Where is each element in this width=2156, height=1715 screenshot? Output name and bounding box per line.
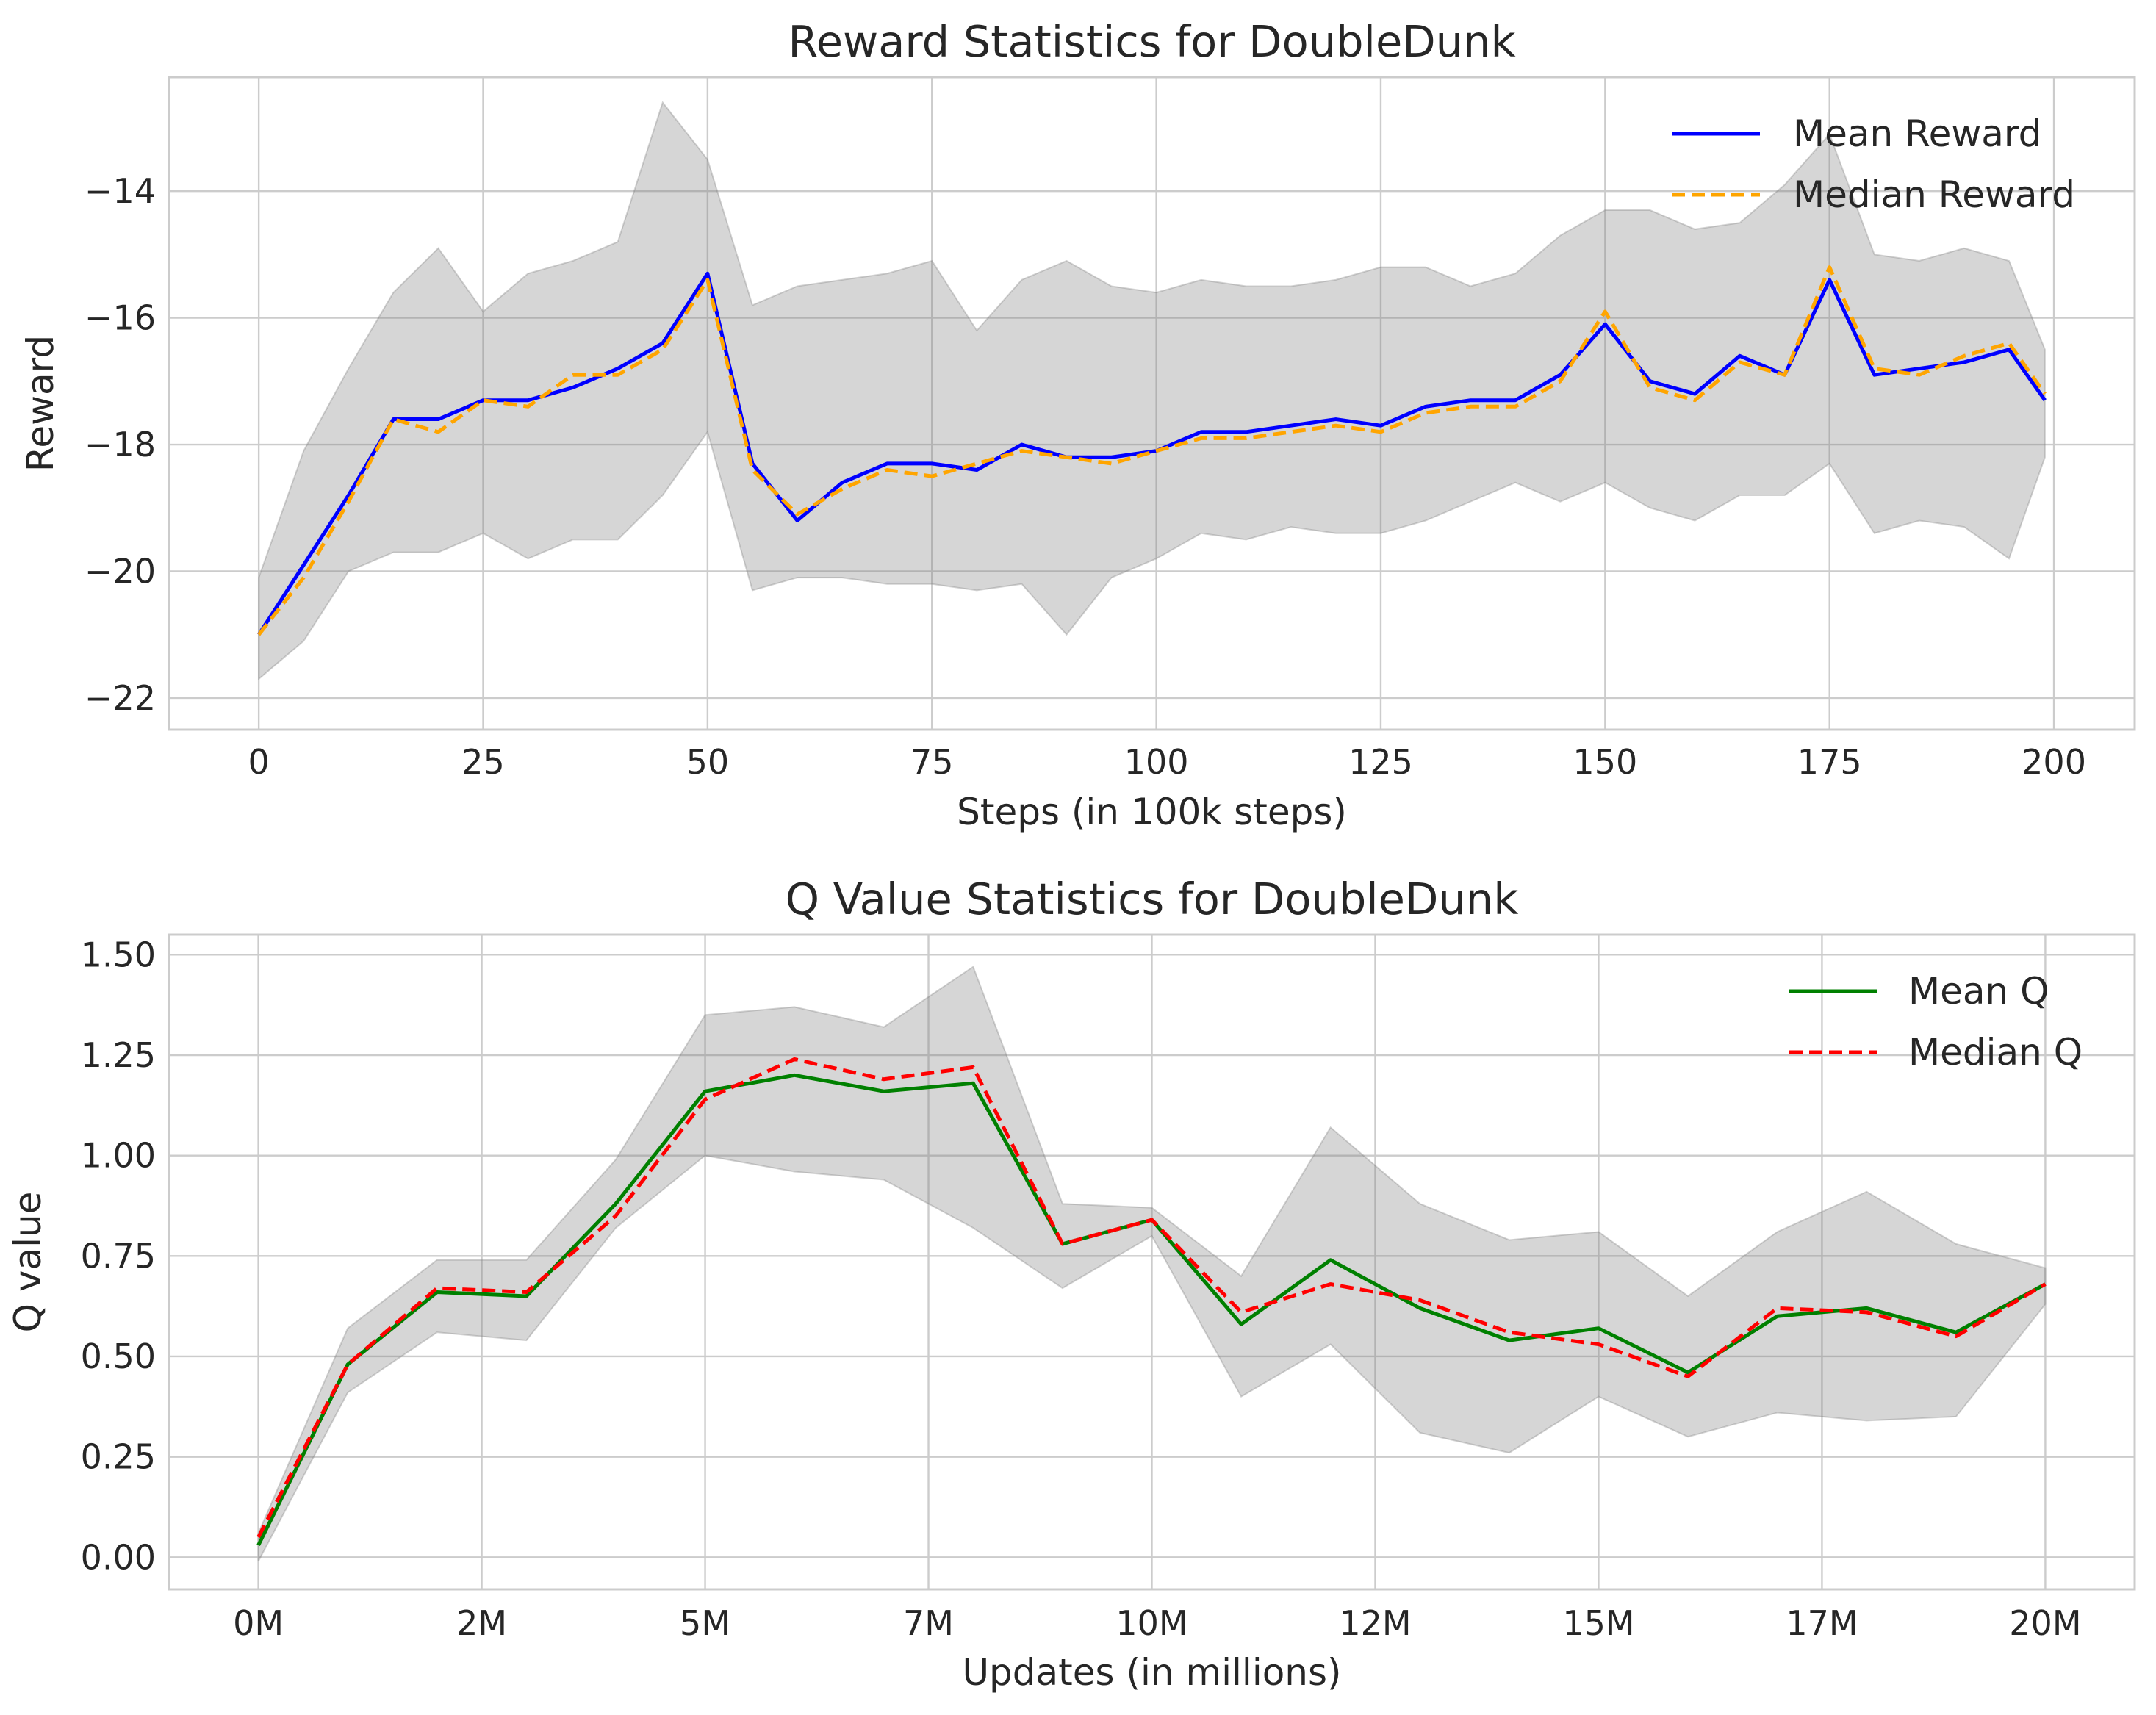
x-axis-label: Updates (in millions) (962, 1651, 1341, 1694)
y-tick-label: 0.50 (81, 1337, 156, 1376)
y-tick-label: −14 (85, 171, 156, 211)
median-reward-line (257, 265, 2047, 636)
x-tick-label: 150 (1573, 742, 1637, 782)
x-tick-label: 20M (2009, 1603, 2081, 1643)
plot-frame (168, 76, 2136, 731)
min-max-band (257, 966, 2047, 1562)
chart-title: Reward Statistics for DoubleDunk (788, 16, 1515, 67)
x-tick-label: 175 (1797, 742, 1862, 782)
legend-label: Median Reward (1793, 173, 2075, 216)
reward-chart: 0 25 50 75 100 125 150 175 200 −22 −20 −18 −16 −14 Rew… (19, 16, 2136, 833)
legend-label: Mean Reward (1793, 112, 2041, 155)
y-tick-label: −20 (85, 551, 156, 591)
x-axis-label: Steps (in 100k steps) (957, 791, 1347, 833)
x-tick-label: 0M (233, 1603, 284, 1643)
y-tick-label: 1.50 (81, 935, 156, 974)
x-tick-label: 25 (461, 742, 505, 782)
y-tick-label: −16 (85, 298, 156, 338)
x-tick-label: 2M (456, 1603, 507, 1643)
x-tick-label: 200 (2022, 742, 2086, 782)
y-tick-label: 0.25 (81, 1437, 156, 1477)
q-value-chart: 0M 2M 5M 7M 10M 12M 15M 17M 20M 0.00 0.25 0.50 0.75 1… (7, 874, 2136, 1694)
x-tick-label: 5M (680, 1603, 730, 1643)
x-tick-label: 15M (1562, 1603, 1634, 1643)
x-tick-label: 10M (1115, 1603, 1187, 1643)
plot-frame (168, 933, 2136, 1591)
y-tick-label: 1.00 (81, 1136, 156, 1176)
legend-label: Median Q (1908, 1031, 2083, 1074)
legend-label: Mean Q (1908, 970, 2049, 1013)
y-tick-label: −18 (85, 425, 156, 464)
legend: Mean Reward Median Reward (1672, 112, 2075, 216)
x-tick-label: 75 (910, 742, 954, 782)
x-tick-label: 12M (1339, 1603, 1411, 1643)
x-tick-label: 125 (1348, 742, 1413, 782)
y-tick-label: −22 (85, 678, 156, 718)
x-tick-label: 17M (1786, 1603, 1858, 1643)
y-tick-label: 1.25 (81, 1035, 156, 1075)
y-tick-label: 0.75 (81, 1236, 156, 1276)
y-tick-label: 0.00 (81, 1537, 156, 1577)
x-tick-label: 7M (903, 1603, 954, 1643)
x-tick-label: 50 (686, 742, 730, 782)
median-q-line (256, 1057, 2047, 1539)
x-tick-label: 0 (248, 742, 270, 782)
y-axis-label: Q value (7, 1192, 49, 1333)
min-max-band (258, 101, 2046, 681)
legend: Mean Q Median Q (1789, 970, 2083, 1074)
x-tick-label: 100 (1124, 742, 1189, 782)
y-axis-label: Reward (19, 335, 62, 472)
chart-title: Q Value Statistics for DoubleDunk (786, 874, 1519, 924)
